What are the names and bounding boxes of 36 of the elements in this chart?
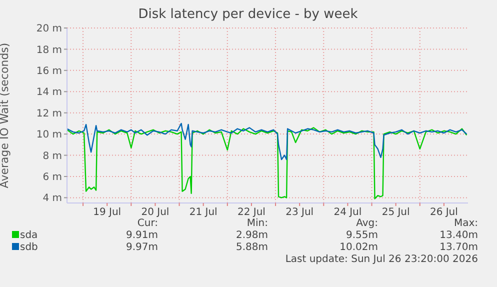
text: 2.98m <box>234 230 268 242</box>
text: 10.02m <box>338 242 378 254</box>
text: Cur: <box>136 218 158 230</box>
text: Last update: Sun Jul 26 23:20:00 2026 <box>284 254 478 266</box>
text: 13.70m <box>438 242 478 254</box>
legend-label: sda <box>19 230 39 242</box>
y-tick-label: 14 m <box>36 87 62 98</box>
text: 9.91m <box>124 230 158 242</box>
x-tick-label: 24 Jul <box>334 207 362 218</box>
x-tick-label: 23 Jul <box>286 207 314 218</box>
x-tick-label: 19 Jul <box>93 207 122 218</box>
x-tick-label: 21 Jul <box>189 207 218 218</box>
y-tick-label: 6 m <box>42 172 62 184</box>
y-tick-label: 8 m <box>42 150 62 162</box>
text: Max: <box>452 218 478 230</box>
y-axis-title: Average IO Wait (seconds) <box>0 42 11 188</box>
x-tick-label: 26 Jul <box>430 207 458 218</box>
y-tick-label: 12 m <box>36 108 62 120</box>
text: 5.88m <box>234 242 268 254</box>
line-series <box>67 122 468 160</box>
y-tick-label: 4 m <box>42 193 62 204</box>
chart-title: Disk latency per device - by week <box>138 7 358 22</box>
text: 9.55m <box>344 230 378 242</box>
x-tick-label: 20 Jul <box>141 207 170 218</box>
x-tick-label: 22 Jul <box>237 207 266 218</box>
text: 9.97m <box>124 242 158 254</box>
y-tick-label: 16 m <box>36 66 62 77</box>
text: Avg: <box>355 218 378 230</box>
y-tick-label: 10 m <box>36 130 62 141</box>
line-series <box>67 127 468 200</box>
y-tick-label: 18 m <box>36 44 62 56</box>
text: 13.40m <box>438 230 478 242</box>
text: Min: <box>246 218 268 230</box>
x-tick-label: 25 Jul <box>382 207 410 218</box>
y-tick-label: 20 m <box>36 24 62 35</box>
legend-label: sdb <box>19 242 39 254</box>
